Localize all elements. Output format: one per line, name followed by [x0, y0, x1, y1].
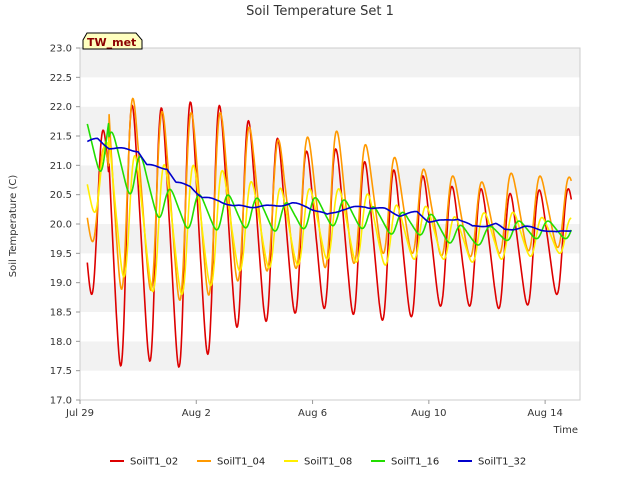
station-badge-shape: [82, 32, 143, 50]
y-tick-label: 18.0: [50, 337, 72, 348]
series-line-soilt1_04: [86, 97, 573, 302]
legend: SoilT1_02 SoilT1_04 SoilT1_08 SoilT1_16 Soil…: [110, 457, 526, 468]
series-line-soilt1_32: [86, 137, 572, 233]
y-tick-label: 21.5: [50, 132, 72, 143]
series-lines: [86, 97, 573, 368]
y-tick-label: 21.0: [50, 161, 72, 172]
grid-band: [80, 253, 580, 283]
series-line-soilt1_08: [86, 137, 572, 296]
y-tick-label: 20.0: [50, 220, 72, 231]
y-tick-label: 19.5: [50, 249, 72, 260]
y-tick-label: 22.0: [50, 102, 72, 113]
legend-label: SoilT1_16: [391, 457, 439, 468]
x-axis: Jul 29 Aug 2 Aug 6 Aug 10 Aug 14: [65, 400, 563, 419]
grid-band: [80, 312, 580, 342]
legend-label: SoilT1_04: [217, 457, 265, 468]
x-tick-label: Aug 14: [527, 408, 562, 419]
chart-title: Soil Temperature Set 1: [246, 4, 394, 19]
x-axis-label: Time: [553, 425, 578, 436]
x-tick-label: Aug 6: [298, 408, 327, 419]
y-tick-label: 19.0: [50, 278, 72, 289]
x-tick-label: Aug 10: [411, 408, 446, 419]
y-axis-label: Soil Temperature (C): [8, 175, 19, 278]
y-tick-label: 23.0: [50, 44, 72, 55]
grid-band: [80, 106, 580, 136]
station-badge: TW_met: [82, 32, 143, 50]
grid-band: [80, 370, 580, 400]
grid-band: [80, 77, 580, 107]
grid-bands: [80, 48, 580, 400]
x-tick-label: Jul 29: [65, 408, 94, 419]
y-tick-label: 17.0: [50, 396, 72, 407]
legend-label: SoilT1_08: [304, 457, 352, 468]
grid-band: [80, 136, 580, 166]
series-line-soilt1_02: [86, 101, 573, 368]
y-axis: 17.0 17.5 18.0 18.5 19.0 19.5 20.0 20.5 21.0 21.5…: [50, 44, 80, 407]
station-badge-label: TW_met: [87, 36, 136, 49]
series-line-soilt1_16: [86, 122, 573, 246]
x-tick-label: Aug 2: [182, 408, 211, 419]
legend-label: SoilT1_32: [478, 457, 526, 468]
y-tick-label: 20.5: [50, 190, 72, 201]
grid-band: [80, 48, 580, 78]
grid-band: [80, 341, 580, 371]
legend-label: SoilT1_02: [130, 457, 178, 468]
y-tick-label: 17.5: [50, 366, 72, 377]
y-tick-label: 18.5: [50, 308, 72, 319]
grid-band: [80, 165, 580, 195]
y-tick-label: 22.5: [50, 73, 72, 84]
